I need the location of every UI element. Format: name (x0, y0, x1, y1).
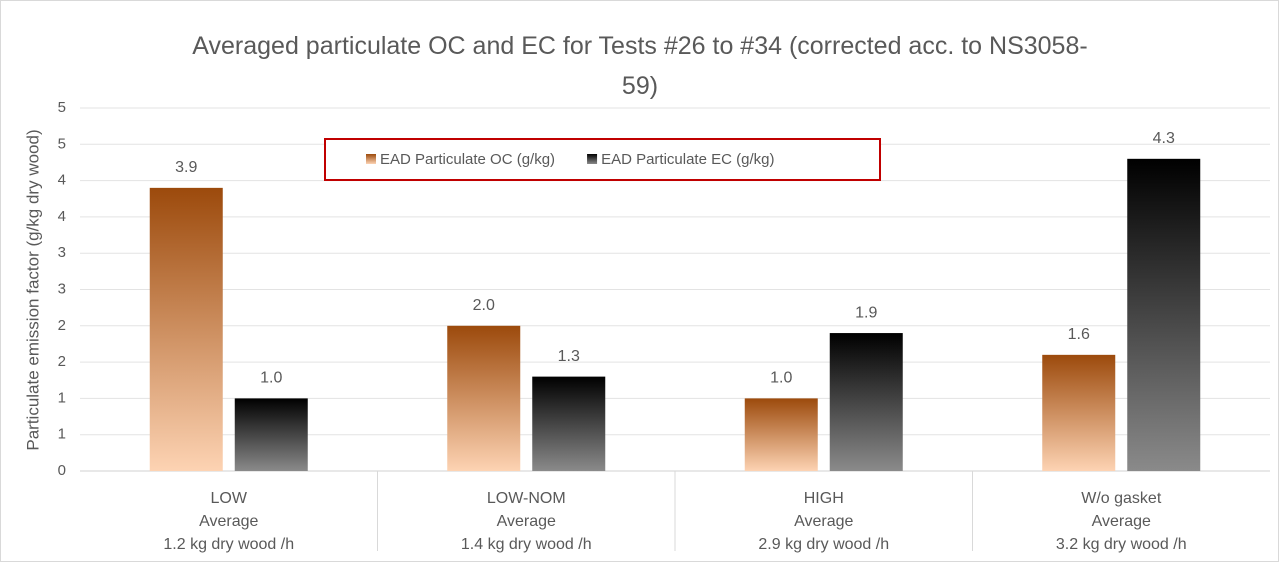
chart-title: Averaged particulate OC and EC for Tests… (192, 32, 1088, 100)
bar (829, 333, 903, 471)
x-tick-label: HIGH (804, 490, 844, 507)
y-tick-label: 2 (58, 317, 66, 334)
y-tick-label: 2 (58, 353, 66, 370)
y-axis-label: Particulate emission factor (g/kg dry wo… (23, 129, 42, 450)
data-label: 3.9 (175, 159, 197, 176)
x-tick-label: 3.2 kg dry wood /h (1056, 536, 1187, 553)
y-tick-label: 4 (58, 172, 66, 189)
bar (744, 398, 818, 471)
legend-box (324, 138, 881, 181)
y-tick-label: 0 (58, 462, 66, 479)
y-tick-label: 5 (58, 99, 66, 116)
bar (149, 187, 223, 472)
legend-label: EAD Particulate EC (g/kg) (601, 151, 774, 168)
data-label: 1.9 (855, 304, 877, 321)
legend-swatch (587, 154, 598, 164)
x-tick-label: W/o gasket (1081, 490, 1162, 507)
x-tick-label: 2.9 kg dry wood /h (758, 536, 889, 553)
x-tick-label: 1.4 kg dry wood /h (461, 536, 592, 553)
x-tick-label: Average (497, 513, 556, 530)
x-tick-label: LOW (211, 490, 248, 507)
data-label: 4.3 (1153, 130, 1175, 147)
x-tick-label: Average (794, 513, 853, 530)
legend-swatch (366, 154, 376, 164)
bar (1042, 354, 1116, 471)
data-label: 1.0 (260, 370, 282, 387)
y-tick-label: 1 (58, 426, 66, 443)
x-tick-label: 1.2 kg dry wood /h (163, 536, 294, 553)
x-tick-label: Average (199, 513, 258, 530)
y-tick-label: 4 (58, 208, 66, 225)
y-tick-label: 1 (58, 389, 66, 406)
bar (532, 376, 606, 471)
bar (234, 398, 308, 471)
data-label: 1.0 (770, 370, 792, 387)
data-label: 1.6 (1068, 326, 1090, 343)
bar (1127, 158, 1201, 471)
y-tick-label: 5 (58, 135, 66, 152)
x-tick-label: Average (1092, 513, 1151, 530)
y-tick-label: 3 (58, 280, 66, 297)
data-label: 2.0 (473, 297, 495, 314)
x-tick-label: LOW-NOM (487, 490, 566, 507)
data-label: 1.3 (558, 348, 580, 365)
y-tick-label: 3 (58, 244, 66, 261)
legend-label: EAD Particulate OC (g/kg) (380, 151, 555, 168)
bar (447, 325, 521, 471)
